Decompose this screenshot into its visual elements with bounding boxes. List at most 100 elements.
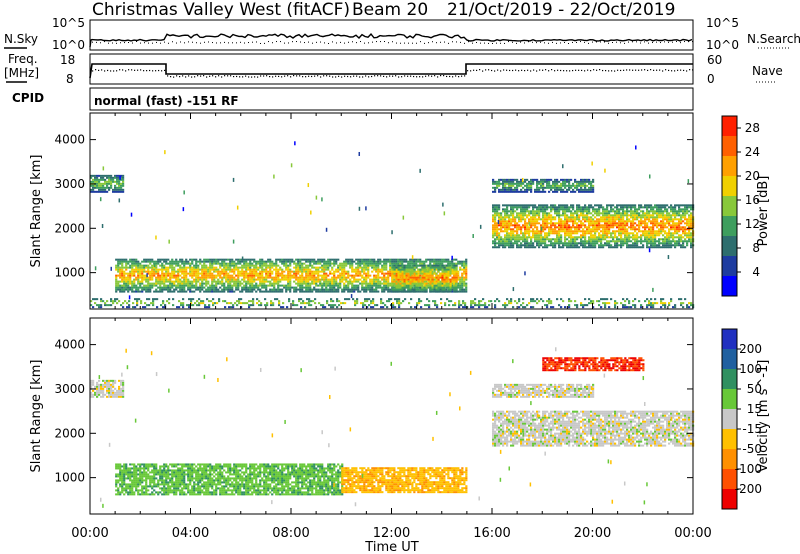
power-cell xyxy=(137,278,140,281)
power-cell xyxy=(199,262,202,265)
power-cell xyxy=(584,220,587,223)
power-cell xyxy=(592,234,595,237)
nsearch-dot xyxy=(548,42,549,44)
power-cell xyxy=(145,280,148,283)
power-cell xyxy=(151,264,154,267)
power-cell xyxy=(339,276,342,279)
power-cell xyxy=(381,288,384,291)
power-cell xyxy=(313,258,316,261)
power-cell xyxy=(652,212,655,215)
power-cell xyxy=(550,208,553,211)
power-cell xyxy=(459,282,462,285)
nsearch-dot xyxy=(248,42,249,44)
power-cell xyxy=(403,276,406,279)
power-cell xyxy=(658,234,661,237)
power-cell xyxy=(608,220,611,223)
power-cell xyxy=(371,288,374,291)
nsearch-dot xyxy=(688,41,689,43)
power-cell xyxy=(333,264,336,267)
power-cell xyxy=(335,270,338,273)
power-cell xyxy=(604,242,607,245)
power-cell xyxy=(263,276,266,279)
power-cell xyxy=(656,210,659,213)
power-cell xyxy=(566,238,569,241)
power-cell xyxy=(654,236,657,239)
power-cell xyxy=(554,226,557,229)
power-cell xyxy=(612,240,615,243)
power-cell xyxy=(353,284,356,287)
power-cell xyxy=(177,282,180,285)
power-cell xyxy=(319,280,322,283)
power-cell xyxy=(447,274,450,277)
power-cell xyxy=(381,282,384,285)
power-cell xyxy=(435,264,438,267)
nave-dot xyxy=(518,70,520,72)
power-cell xyxy=(582,236,585,239)
power-cell xyxy=(455,282,458,285)
power-cell xyxy=(301,266,304,269)
power-cell xyxy=(139,262,142,265)
power-cell xyxy=(235,266,238,269)
power-cell xyxy=(169,276,172,279)
power-cell xyxy=(331,284,334,287)
power-cell xyxy=(498,214,501,217)
power-cell xyxy=(157,268,160,271)
power-cell xyxy=(121,262,124,265)
power-cell xyxy=(147,278,150,281)
power-cell xyxy=(502,220,505,223)
power-cell xyxy=(528,226,531,229)
nsearch-dot xyxy=(336,42,337,44)
power-cell xyxy=(345,262,348,265)
power-cell xyxy=(363,290,366,293)
power-cell xyxy=(658,228,661,231)
power-cell xyxy=(439,286,442,289)
power-cell xyxy=(656,226,659,229)
power-cell xyxy=(389,266,392,269)
power-cell xyxy=(169,278,172,281)
power-cell xyxy=(618,214,621,217)
power-cell xyxy=(528,242,531,245)
power-cell xyxy=(131,268,134,271)
power-cell xyxy=(191,270,194,273)
power-cell xyxy=(149,270,152,273)
power-cell xyxy=(211,266,214,269)
power-cell xyxy=(554,206,557,209)
power-cell xyxy=(205,290,208,293)
power-cell xyxy=(429,280,432,283)
power-cell xyxy=(343,278,346,281)
nave-dot xyxy=(293,75,295,77)
power-cell xyxy=(233,266,236,269)
power-cell xyxy=(375,264,378,267)
power-cell xyxy=(223,266,226,269)
power-cell xyxy=(299,290,302,293)
power-cell xyxy=(658,222,661,225)
nave-dot xyxy=(542,69,544,71)
power-cell xyxy=(403,282,406,285)
power-cell xyxy=(187,286,190,289)
power-cell xyxy=(287,270,290,273)
power-cell xyxy=(112,178,115,181)
power-cell xyxy=(562,226,565,229)
power-cell xyxy=(672,238,675,241)
power-cell xyxy=(409,284,412,287)
power-cell xyxy=(461,286,464,289)
power-cell xyxy=(654,232,657,235)
power-cell xyxy=(131,284,134,287)
power-cell xyxy=(494,244,497,247)
power-cell xyxy=(94,174,97,177)
power-cell xyxy=(590,230,593,233)
power-cell xyxy=(195,280,198,283)
power-cell xyxy=(630,212,633,215)
nave-dot xyxy=(632,69,634,71)
power-cell xyxy=(171,286,174,289)
power-cell xyxy=(263,280,266,283)
power-cell xyxy=(183,262,186,265)
power-cell xyxy=(211,272,214,275)
power-cell xyxy=(618,234,621,237)
power-cell xyxy=(560,230,563,233)
power-cell xyxy=(453,278,456,281)
power-cell xyxy=(682,216,685,219)
power-cell xyxy=(646,204,649,207)
nave-dot xyxy=(152,70,154,72)
